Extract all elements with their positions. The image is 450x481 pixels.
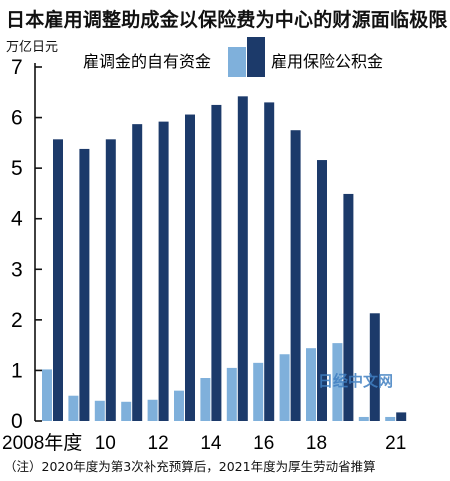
bar-2017-reserve-fund <box>290 130 301 421</box>
x-tick-label: 10 <box>95 433 116 454</box>
y-tick-label: 7 <box>11 56 23 79</box>
y-tick-label: 3 <box>11 258 23 281</box>
bar-2009-self-funds <box>68 395 79 421</box>
bar-2013-self-funds <box>174 390 184 421</box>
bar-2015-self-funds <box>226 367 237 421</box>
y-tick-label: 5 <box>11 157 23 180</box>
bar-2016-reserve-fund <box>264 102 275 422</box>
bar-2020-self-funds <box>358 416 369 421</box>
bar-2017-self-funds <box>279 354 290 421</box>
chart-title: 日本雇用调整助成金以保险费为中心的财源面临极限 <box>6 9 448 31</box>
bar-2021-reserve-fund <box>396 412 407 421</box>
x-tick-label: 16 <box>253 433 274 454</box>
y-tick-label: 4 <box>11 208 23 231</box>
x-tick-label: 21 <box>385 433 406 454</box>
x-tick-label: 18 <box>306 433 327 454</box>
legend-label-self-funds: 雇调金的自有资金 <box>83 53 211 71</box>
bar-2013-reserve-fund <box>185 114 195 421</box>
bar-2018-self-funds <box>306 348 316 421</box>
x-tick-label: 14 <box>200 433 222 454</box>
bar-2009-reserve-fund <box>79 148 90 421</box>
bar-2011-self-funds <box>121 401 132 421</box>
y-tick-label: 2 <box>11 309 23 332</box>
legend-label-reserve-fund: 雇用保险公积金 <box>271 53 383 71</box>
y-tick-label: 6 <box>11 107 23 130</box>
x-tick-label: 12 <box>148 433 169 454</box>
bar-2021-self-funds <box>385 416 396 421</box>
bar-2010-reserve-fund <box>105 139 116 421</box>
bar-2008-self-funds <box>42 369 52 421</box>
bar-2008-reserve-fund <box>53 139 63 421</box>
y-axis-unit-label: 万亿日元 <box>6 40 59 55</box>
y-tick-label: 1 <box>11 359 23 382</box>
bar-2015-reserve-fund <box>237 96 248 422</box>
watermark: 日经中文网 <box>318 372 393 390</box>
y-tick-label: 0 <box>11 410 23 433</box>
bar-2018-reserve-fund <box>317 160 327 421</box>
bar-2019-reserve-fund <box>343 193 354 421</box>
bar-2019-self-funds <box>332 343 343 421</box>
legend-swatch-reserve-fund <box>247 37 265 77</box>
bar-2014-self-funds <box>200 378 211 421</box>
legend-swatch-self-funds <box>228 47 246 77</box>
footnote: （注）2020年度为第3次补充预算后，2021年度为厚生劳动省推算 <box>4 459 376 474</box>
bar-2011-reserve-fund <box>132 124 143 421</box>
bar-2014-reserve-fund <box>211 104 222 421</box>
bar-2012-reserve-fund <box>158 121 169 422</box>
bar-2010-self-funds <box>94 400 105 421</box>
bar-2020-reserve-fund <box>369 313 380 421</box>
bar-2016-self-funds <box>253 362 264 421</box>
bar-2012-self-funds <box>147 399 158 421</box>
x-tick-label: 2008年度 <box>2 432 82 454</box>
